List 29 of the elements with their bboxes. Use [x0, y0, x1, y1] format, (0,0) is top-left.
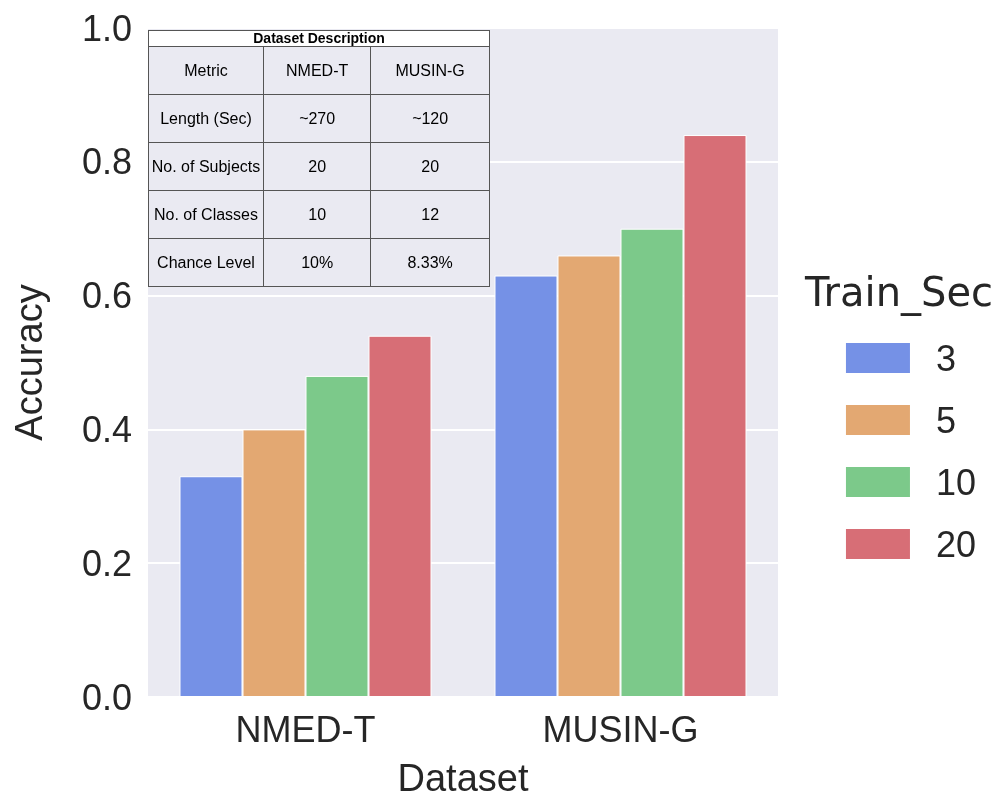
- y-tick-label: 1.0: [81, 7, 132, 49]
- legend-title: Train_Sec: [804, 269, 993, 316]
- legend-label: 20: [935, 523, 976, 565]
- text: Dataset Description: [148, 30, 490, 46]
- annotation: No. of Classes: [148, 190, 264, 239]
- y-tick-label: 0.0: [81, 676, 132, 718]
- annotation: Chance Level: [148, 238, 264, 287]
- y-tick-label: 0.6: [81, 275, 132, 317]
- y-tick-label: 0.2: [81, 542, 132, 584]
- y-tick-label: 0.8: [81, 141, 132, 183]
- annotation: Length (Sec): [148, 94, 264, 143]
- annotation: 12: [370, 190, 490, 239]
- annotation: 8.33%: [370, 238, 490, 287]
- legend-label: 10: [935, 461, 976, 503]
- annotation: NMED-T: [263, 46, 371, 95]
- annotation: 20: [263, 142, 371, 191]
- annotation: Metric: [148, 46, 264, 95]
- annotation: No. of Subjects: [148, 142, 264, 191]
- annotation: 20: [370, 142, 490, 191]
- y-tick-label: 0.4: [81, 408, 132, 450]
- annotation: ~270: [263, 94, 371, 143]
- annotation: 10: [263, 190, 371, 239]
- y-axis-title: Accuracy: [8, 284, 50, 441]
- legend-label: 3: [935, 337, 956, 379]
- legend-label: 5: [935, 399, 956, 441]
- annotation: MUSIN-G: [370, 46, 490, 95]
- annotation: 10%: [263, 238, 371, 287]
- x-axis-title: Dataset: [397, 757, 529, 799]
- annotation: ~120: [370, 94, 490, 143]
